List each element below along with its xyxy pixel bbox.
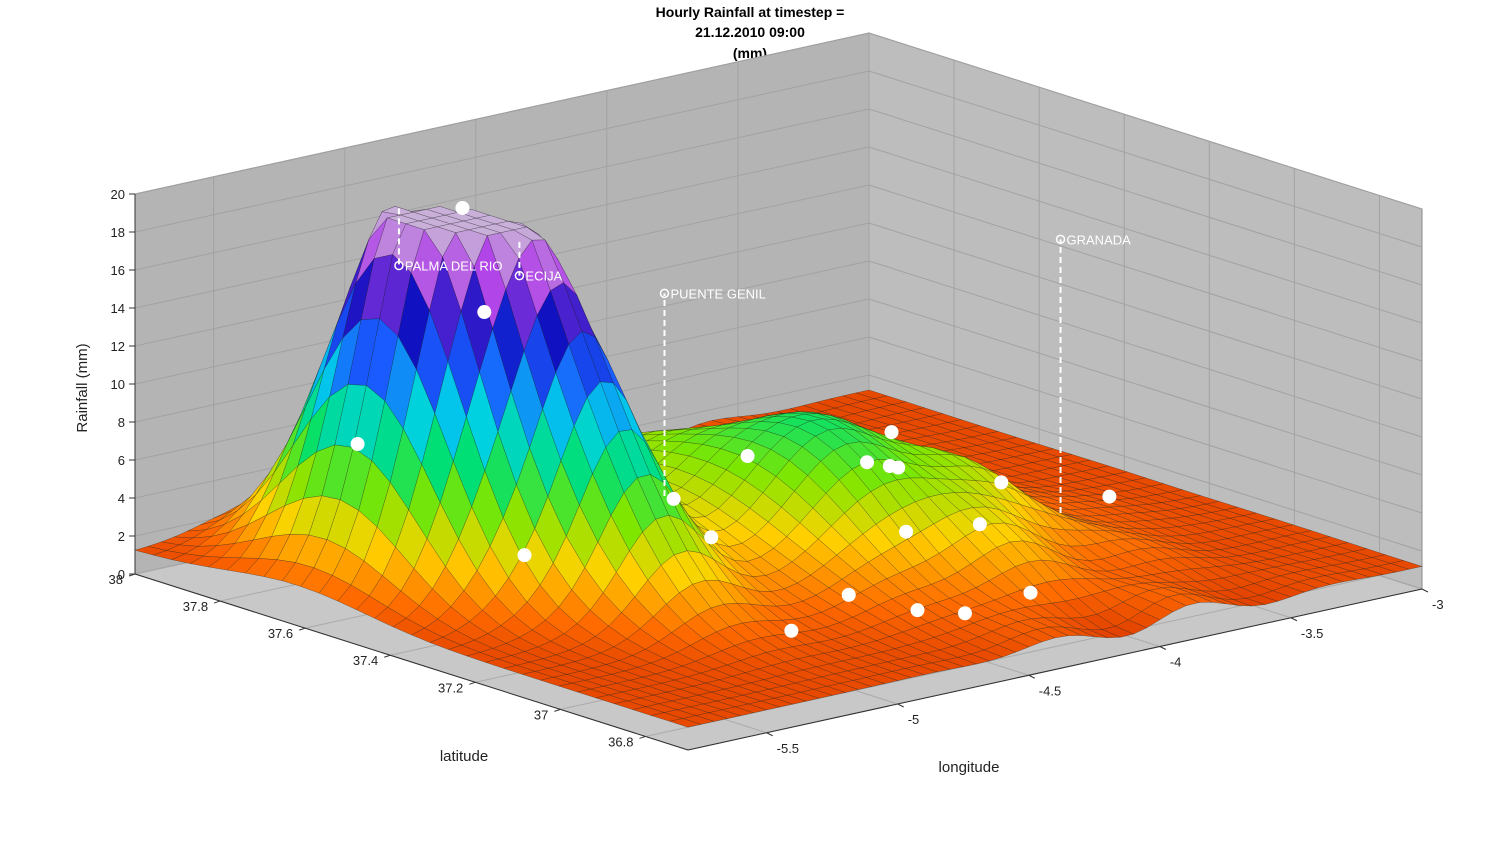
rain-gauge-marker [891, 460, 906, 475]
x-tick-mark [1290, 617, 1298, 622]
y-tick-label: 38 [109, 572, 123, 587]
x-axis-label: longitude [939, 759, 1000, 776]
rain-gauge-marker [666, 491, 681, 506]
y-tick-label: 37.2 [438, 680, 463, 695]
rain-gauge-marker [884, 425, 899, 440]
x-tick-label: -5 [908, 712, 920, 727]
y-tick-label: 37 [534, 707, 548, 722]
station-top-marker [514, 270, 525, 281]
x-tick-label: -3 [1432, 597, 1444, 612]
x-axis-line [687, 588, 1423, 751]
rain-gauge-marker [860, 455, 875, 470]
y-axis-label: latitude [440, 748, 488, 765]
rain-gauge-marker [350, 436, 365, 451]
y-tick-mark [554, 708, 561, 712]
rain-gauge-marker [740, 449, 755, 464]
chart-title-line-1: Hourly Rainfall at timestep = [655, 4, 845, 20]
rain-gauge-marker [1023, 585, 1038, 600]
axis-ticks: 0 2 4 6 8 10 12 14 16 18 20 38 37.8 37.6 37.4 37.2 37 36.… [109, 187, 1444, 756]
z-tick-label: 14 [111, 301, 125, 316]
z-tick-label: 6 [118, 453, 125, 468]
z-tick-label: 20 [111, 187, 125, 202]
z-tick-label: 2 [118, 529, 125, 544]
station-top-marker [394, 260, 404, 271]
rain-gauge-marker [994, 475, 1009, 490]
y-tick-label: 37.4 [353, 653, 378, 668]
rain-gauge-marker [1102, 489, 1117, 504]
x-tick-mark [1421, 588, 1429, 593]
y-tick-mark [298, 627, 306, 631]
x-tick-label: -5.5 [777, 741, 799, 756]
y-tick-mark [469, 681, 476, 685]
rain-gauge-marker [455, 200, 470, 215]
rain-gauge-marker [517, 548, 532, 563]
z-tick-label: 10 [111, 377, 125, 392]
y-tick-mark [213, 600, 221, 604]
x-tick-mark [1159, 646, 1167, 650]
rain-gauge-marker [910, 603, 925, 618]
y-tick-label: 36.8 [608, 734, 633, 749]
y-tick-label: 37.6 [268, 626, 293, 641]
y-tick-mark [639, 735, 646, 739]
z-axis-label: Rainfall (mm) [74, 343, 91, 432]
y-tick-mark [128, 573, 136, 577]
station-top-marker [1055, 234, 1066, 245]
x-tick-label: -3.5 [1301, 626, 1323, 641]
rain-gauge-marker [841, 587, 856, 602]
rain-gauge-marker [972, 517, 987, 532]
station-label: GRANADA [1067, 232, 1132, 247]
rain-gauge-marker [477, 305, 492, 320]
chart-title-line-2: 21.12.2010 09:00 [695, 24, 805, 40]
z-tick-label: 8 [118, 415, 125, 430]
station-markers: PALMA DEL RIO ECIJA PUENTE GENIL GRANADA [350, 200, 1132, 638]
station-label: PUENTE GENIL [670, 286, 765, 301]
rain-gauge-marker [957, 606, 972, 621]
x-tick-mark [766, 732, 773, 737]
z-tick-label: 12 [111, 339, 125, 354]
rain-gauge-marker [899, 524, 914, 539]
station-label: ECIJA [525, 269, 562, 284]
station-label: PALMA DEL RIO [405, 259, 503, 274]
z-tick-label: 18 [111, 225, 125, 240]
rain-gauge-marker [704, 530, 719, 545]
z-tick-label: 0 [118, 567, 125, 582]
station-top-marker [659, 288, 670, 299]
x-tick-mark [1028, 674, 1036, 679]
surface-cell [668, 718, 702, 728]
z-tick-label: 4 [118, 491, 125, 506]
y-tick-mark [384, 654, 391, 658]
y-tick-label: 37.8 [183, 599, 208, 614]
rain-gauge-marker [784, 623, 799, 638]
z-tick-label: 16 [111, 263, 125, 278]
x-tick-label: -4.5 [1039, 683, 1061, 698]
y-axis-line [134, 573, 689, 751]
x-tick-mark [897, 703, 904, 708]
x-tick-label: -4 [1170, 655, 1182, 670]
